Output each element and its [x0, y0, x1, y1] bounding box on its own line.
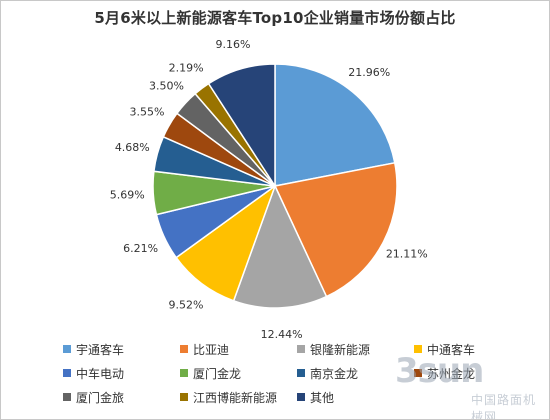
legend-item-1: 比亚迪: [180, 339, 297, 359]
data-label-10: 9.16%: [216, 38, 251, 51]
legend-label-6: 南京金龙: [310, 366, 359, 381]
pie-slice-2: [232, 184, 328, 309]
legend-swatch-7: [414, 369, 422, 377]
legend-label-2: 银隆新能源: [310, 342, 371, 357]
data-label-7: 3.55%: [130, 106, 165, 119]
legend-item-6: 南京金龙: [297, 363, 414, 383]
legend-item-8: 厦门金旅: [63, 387, 180, 407]
chart-legend: 宇通客车 比亚迪 银隆新能源 中通客车中车电动 厦门金龙 南京金龙 苏州金龙厦门金旅 江西博能…: [63, 339, 543, 407]
legend-swatch-2: [297, 345, 305, 353]
watermark-subtitle: 中国路面机械网: [471, 393, 537, 420]
legend-swatch-0: [63, 345, 71, 353]
legend-item-2: 银隆新能源: [297, 339, 414, 359]
legend-item-7: 苏州金龙: [414, 363, 531, 383]
data-label-5: 5.69%: [110, 189, 145, 202]
data-label-2: 12.44%: [261, 328, 303, 341]
legend-label-10: 其他: [310, 390, 335, 405]
legend-item-10: 其他: [297, 387, 414, 407]
data-label-4: 6.21%: [123, 242, 158, 255]
pie-slice-1: [273, 161, 398, 298]
legend-label-3: 中通客车: [427, 342, 476, 357]
data-label-1: 21.11%: [386, 247, 428, 260]
legend-label-4: 中车电动: [76, 366, 125, 381]
legend-swatch-6: [297, 369, 305, 377]
legend-swatch-8: [63, 393, 71, 401]
legend-item-3: 中通客车: [414, 339, 531, 359]
legend-swatch-10: [297, 393, 305, 401]
legend-swatch-5: [180, 369, 188, 377]
legend-item-0: 宇通客车: [63, 339, 180, 359]
legend-item-9: 江西博能新能源: [180, 387, 297, 407]
legend-label-7: 苏州金龙: [427, 366, 476, 381]
legend-label-1: 比亚迪: [193, 342, 230, 357]
data-label-6: 4.68%: [115, 141, 150, 154]
pie-slice-0: [274, 63, 396, 187]
legend-label-0: 宇通客车: [76, 342, 125, 357]
legend-label-8: 厦门金旅: [76, 390, 125, 405]
legend-label-5: 厦门金龙: [193, 366, 242, 381]
data-label-3: 9.52%: [169, 298, 204, 311]
legend-swatch-9: [180, 393, 188, 401]
watermark: 3sun 中国路面机械网: [393, 351, 543, 419]
legend-label-9: 江西博能新能源: [193, 390, 278, 405]
legend-item-5: 厦门金龙: [180, 363, 297, 383]
chart-title: 5月6米以上新能源客车Top10企业销量市场份额占比: [94, 9, 456, 27]
legend-swatch-4: [63, 369, 71, 377]
data-label-8: 3.50%: [149, 79, 184, 92]
data-label-0: 21.96%: [348, 66, 390, 79]
data-label-9: 2.19%: [169, 62, 204, 75]
watermark-logo: 3sun: [395, 351, 484, 391]
legend-swatch-3: [414, 345, 422, 353]
legend-item-4: 中车电动: [63, 363, 180, 383]
pie-slice-10: [207, 63, 276, 189]
legend-swatch-1: [180, 345, 188, 353]
